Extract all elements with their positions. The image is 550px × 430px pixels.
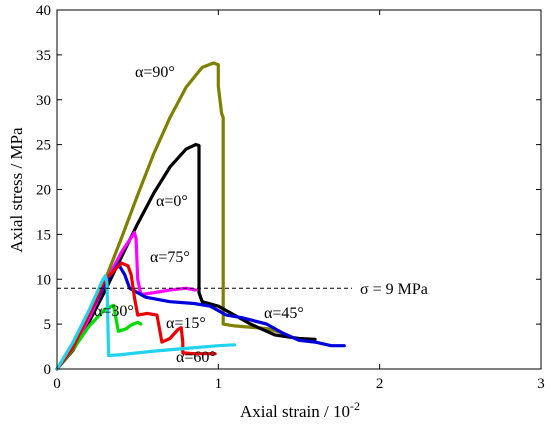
x-tick-label: 3 <box>537 376 545 392</box>
y-tick-label: 35 <box>36 48 51 64</box>
y-axis-title: Axial stress / MPa <box>7 127 26 253</box>
x-axis-title: Axial strain / 10-2 <box>240 399 360 421</box>
series-group <box>55 61 346 371</box>
label-alpha-90: α=90° <box>135 64 175 81</box>
label-alpha-60: α=60° <box>176 349 216 366</box>
y-tick-label: 0 <box>44 362 52 378</box>
label-alpha-30: α=30° <box>94 303 134 320</box>
x-tick-label: 1 <box>215 376 223 392</box>
x-tick-label: 0 <box>53 376 61 392</box>
label-alpha-0: α=0° <box>156 193 188 210</box>
series-line-1 <box>55 143 317 371</box>
x-tick-labels: 0 1 2 3 <box>53 376 545 392</box>
y-tick-label: 10 <box>36 272 51 288</box>
axes <box>56 9 542 370</box>
series-line-2 <box>55 231 198 371</box>
y-tick-labels: 0 5 10 15 20 25 30 35 40 <box>36 3 51 378</box>
label-alpha-75: α=75° <box>150 249 190 266</box>
reference-line-label: σ = 9 MPa <box>360 281 428 298</box>
series-line-5 <box>55 261 217 371</box>
y-tick-label: 15 <box>36 227 51 243</box>
y-tick-label: 40 <box>36 3 51 19</box>
series-line-4 <box>55 303 143 371</box>
y-tick-label: 30 <box>36 93 51 109</box>
label-alpha-45: α=45° <box>264 305 304 322</box>
x-tick-label: 2 <box>376 376 384 392</box>
y-tick-label: 5 <box>44 317 52 333</box>
label-alpha-15: α=15° <box>166 315 206 332</box>
y-tick-label: 25 <box>36 138 51 154</box>
series-line-6 <box>55 274 237 371</box>
y-tick-label: 20 <box>36 183 51 199</box>
